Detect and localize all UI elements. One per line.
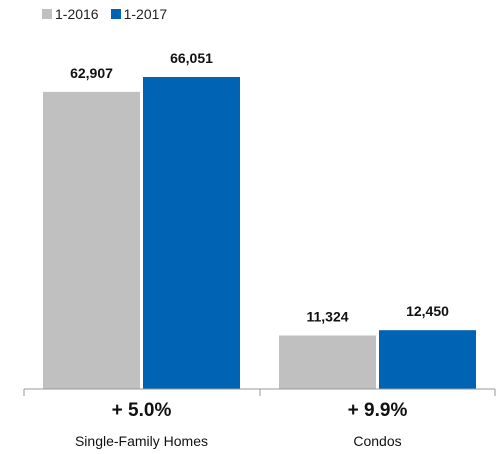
bar-single-family-homes-1-2017 xyxy=(143,77,240,389)
bar-condos-1-2017 xyxy=(379,330,476,389)
change-label-condos: + 9.9% xyxy=(348,400,408,421)
change-label-single-family-homes: + 5.0% xyxy=(112,400,172,421)
legend-label-1-2016: 1-2016 xyxy=(55,6,99,22)
data-label-single-family-homes-1-2017: 66,051 xyxy=(170,50,213,66)
legend-swatch-1-2016 xyxy=(42,9,52,19)
category-label-condos: Condos xyxy=(353,433,401,449)
data-label-single-family-homes-1-2016: 62,907 xyxy=(70,65,113,81)
legend-item-1-2017: 1-2017 xyxy=(110,6,168,22)
category-label-single-family-homes: Single-Family Homes xyxy=(75,433,208,449)
legend: 1-2016 1-2017 xyxy=(42,4,179,24)
bar-condos-1-2016 xyxy=(279,335,376,389)
data-label-condos-1-2016: 11,324 xyxy=(306,309,348,325)
bar-single-family-homes-1-2016 xyxy=(43,91,140,389)
legend-label-1-2017: 1-2017 xyxy=(123,6,168,22)
legend-swatch-1-2017 xyxy=(110,9,121,19)
legend-item-1-2016: 1-2016 xyxy=(42,6,99,22)
data-label-condos-1-2017: 12,450 xyxy=(406,303,449,319)
